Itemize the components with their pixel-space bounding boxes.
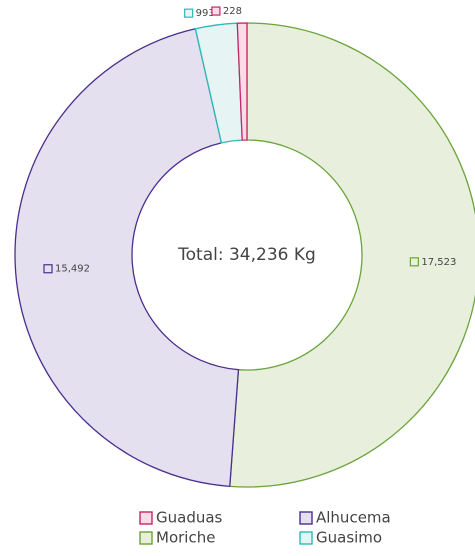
legend-label: Guasimo bbox=[316, 529, 382, 547]
data-label: 15,492 bbox=[55, 264, 90, 275]
center-label: Total: 34,236 Kg bbox=[177, 245, 316, 265]
data-label: 17,523 bbox=[421, 257, 456, 268]
label-marker bbox=[211, 6, 221, 16]
label-marker bbox=[184, 8, 194, 18]
legend-marker bbox=[139, 531, 153, 545]
data-label: 228 bbox=[223, 6, 242, 17]
label-marker bbox=[43, 264, 53, 274]
donut-segment bbox=[14, 28, 240, 488]
legend-label: Alhucema bbox=[316, 509, 391, 527]
legend-marker bbox=[139, 511, 153, 525]
data-label: 993 bbox=[196, 8, 215, 19]
label-marker bbox=[409, 257, 419, 267]
donut-segment bbox=[229, 22, 475, 488]
legend-label: Guaduas bbox=[156, 509, 223, 527]
donut-segment bbox=[236, 22, 248, 141]
legend-marker bbox=[299, 511, 313, 525]
legend-marker bbox=[299, 531, 313, 545]
legend-label: Moriche bbox=[156, 529, 215, 547]
